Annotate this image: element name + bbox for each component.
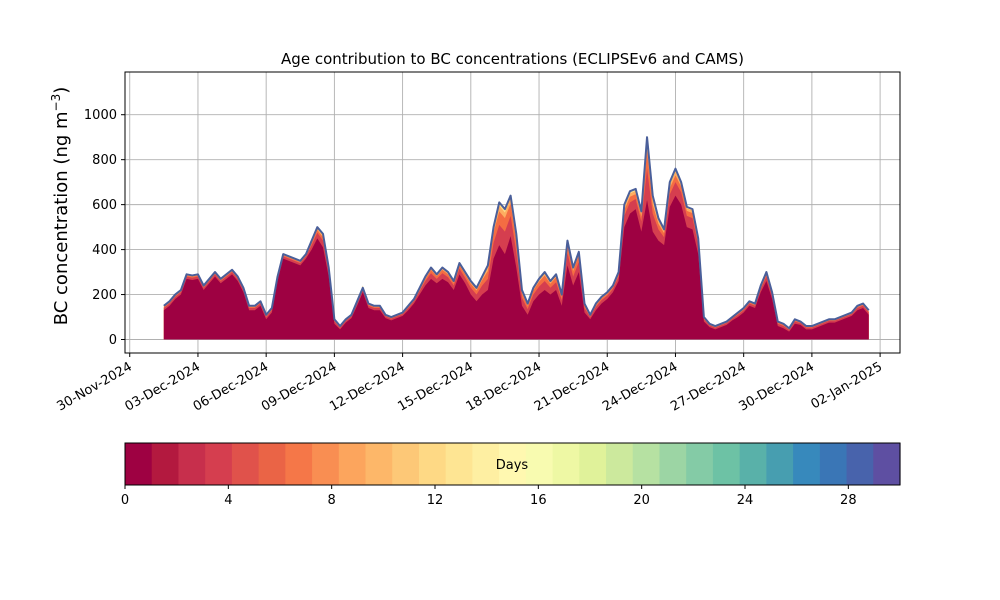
colorbar-swatch	[712, 443, 741, 485]
y-axis: 0 200 400 600 800 1000	[84, 108, 125, 348]
colorbar-swatch	[231, 443, 260, 485]
line-layer	[163, 136, 870, 330]
colorbar-swatch	[205, 443, 233, 485]
colorbar-swatch	[178, 443, 206, 485]
colorbar-tick-label: 28	[840, 493, 857, 508]
colorbar-swatch	[846, 443, 874, 485]
colorbar-frame	[124, 442, 901, 486]
colorbar-swatch	[499, 443, 527, 485]
y-axis-label-sup: −3	[49, 94, 63, 112]
y-tick-label: 0	[109, 333, 117, 348]
colorbar-swatch	[258, 443, 286, 485]
y-tick-label: 1000	[84, 108, 117, 123]
colorbar-swatch	[418, 443, 447, 485]
colorbar-tick-label: 0	[121, 493, 129, 508]
colorbar-swatch	[552, 443, 580, 485]
colorbar-swatch	[579, 443, 607, 485]
y-axis-label-text: BC concentration (ng m	[51, 111, 72, 325]
y-axis-label: BC concentration (ng m−3)	[49, 87, 72, 326]
y-tick-label: 200	[92, 288, 117, 303]
colorbar-tick-label: 20	[633, 493, 650, 508]
colorbar-tick-label: 8	[328, 493, 336, 508]
colorbar-swatch	[686, 443, 714, 485]
y-tick-label: 400	[92, 243, 117, 258]
y-tick-label: 600	[92, 198, 117, 213]
colorbar-swatch	[606, 443, 634, 485]
colorbar-swatch	[312, 443, 340, 485]
svg-text:BC concentration (ng m−3): BC concentration (ng m−3)	[49, 87, 72, 326]
colorbar-tick-label: 24	[737, 493, 754, 508]
age-band-area	[163, 195, 869, 340]
colorbar-swatch	[285, 443, 313, 485]
colorbar-swatch	[659, 443, 687, 485]
colorbar	[125, 443, 901, 485]
colorbar-swatch	[125, 443, 153, 485]
colorbar-swatch	[472, 443, 500, 485]
colorbar-swatch	[151, 443, 180, 485]
colorbar-swatch	[525, 443, 554, 485]
colorbar-tick-label: 4	[224, 493, 232, 508]
colorbar-swatch	[873, 443, 901, 485]
colorbar-swatch	[793, 443, 821, 485]
colorbar-ticks: 0 4 8 12 16 20 24 28	[121, 485, 857, 508]
y-axis-label-close: )	[51, 87, 72, 94]
colorbar-swatch	[632, 443, 661, 485]
colorbar-label: Days	[496, 458, 529, 473]
total-concentration-line	[163, 136, 870, 330]
colorbar-swatch	[445, 443, 474, 485]
chart-title: Age contribution to BC concentrations (E…	[281, 50, 744, 68]
colorbar-swatch	[338, 443, 367, 485]
plot-frame	[124, 71, 901, 354]
colorbar-swatch	[739, 443, 767, 485]
colorbar-tick-label: 16	[530, 493, 547, 508]
colorbar-swatch	[392, 443, 420, 485]
colorbar-swatch	[819, 443, 848, 485]
colorbar-tick-label: 12	[427, 493, 444, 508]
colorbar-swatch	[766, 443, 794, 485]
y-tick-label: 800	[92, 153, 117, 168]
colorbar-swatch	[365, 443, 393, 485]
